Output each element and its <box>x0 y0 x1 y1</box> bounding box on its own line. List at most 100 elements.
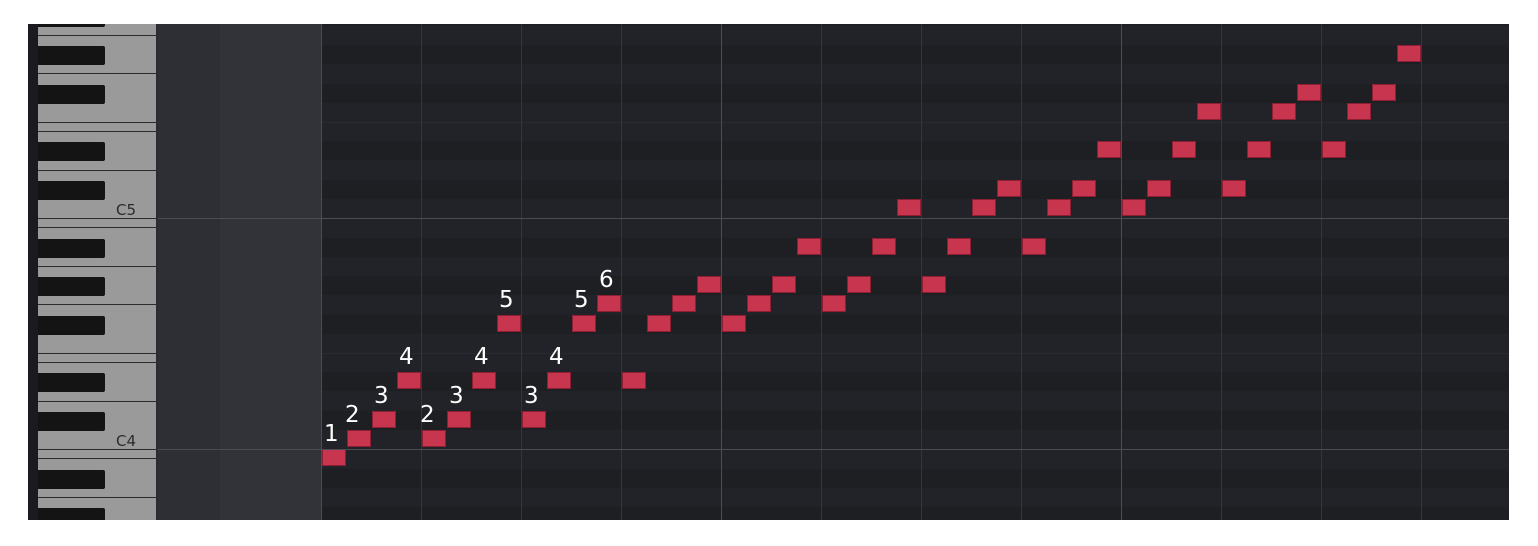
note[interactable] <box>422 430 446 447</box>
note[interactable] <box>497 314 521 332</box>
note[interactable] <box>997 179 1021 197</box>
black-key[interactable] <box>38 277 105 296</box>
note[interactable] <box>447 410 471 428</box>
black-key[interactable] <box>38 315 105 335</box>
black-key[interactable] <box>38 142 105 162</box>
white-key-divider <box>38 458 156 459</box>
note[interactable] <box>822 295 846 313</box>
note[interactable] <box>897 199 921 216</box>
finger-number-label: 1 <box>324 421 339 448</box>
finger-number-label: 4 <box>549 344 564 371</box>
note[interactable] <box>1147 179 1171 197</box>
keyboard-edge <box>28 24 38 520</box>
white-key-divider <box>38 353 156 354</box>
note[interactable] <box>1097 141 1121 159</box>
white-key-divider <box>38 227 156 228</box>
black-key-row <box>321 24 1509 26</box>
note[interactable] <box>672 295 696 313</box>
note[interactable] <box>1372 83 1396 101</box>
black-key-row <box>321 45 1509 64</box>
note[interactable] <box>972 199 996 216</box>
white-key-divider <box>38 362 156 363</box>
beat-line <box>821 24 822 520</box>
black-key[interactable] <box>38 84 105 104</box>
black-key[interactable] <box>38 180 105 200</box>
note[interactable] <box>1297 83 1321 101</box>
c5-key-label: C5 <box>116 201 137 219</box>
note[interactable] <box>572 314 596 332</box>
note[interactable] <box>597 295 621 313</box>
grid-row-line <box>321 352 1509 354</box>
white-key-divider <box>38 170 156 171</box>
note[interactable] <box>797 237 821 255</box>
note[interactable] <box>522 410 546 428</box>
finger-number-label: 5 <box>574 286 589 313</box>
note[interactable] <box>1397 45 1421 62</box>
white-key-divider <box>38 497 156 498</box>
black-key[interactable] <box>38 508 105 520</box>
octave-line <box>158 218 1509 219</box>
note[interactable] <box>922 276 946 293</box>
finger-number-label: 4 <box>474 344 489 371</box>
note[interactable] <box>697 276 721 293</box>
black-key[interactable] <box>38 469 105 489</box>
note[interactable] <box>472 372 496 390</box>
note[interactable] <box>647 314 671 332</box>
beat-line <box>1421 24 1422 520</box>
finger-number-label: 2 <box>420 402 435 428</box>
white-keys[interactable] <box>38 24 156 520</box>
note[interactable] <box>1222 179 1246 197</box>
black-key-row <box>321 83 1509 103</box>
white-key-divider <box>38 218 156 219</box>
note[interactable] <box>372 410 396 428</box>
bar-line <box>1121 24 1122 520</box>
black-key[interactable] <box>38 46 105 65</box>
note[interactable] <box>322 449 346 467</box>
note[interactable] <box>1272 102 1296 120</box>
finger-number-label: 3 <box>374 382 389 409</box>
note[interactable] <box>1247 141 1271 159</box>
note[interactable] <box>772 276 796 293</box>
black-key[interactable] <box>38 238 105 258</box>
note[interactable] <box>347 430 371 447</box>
black-key-row <box>321 410 1509 430</box>
black-key-row <box>321 276 1509 295</box>
white-key-divider <box>38 401 156 402</box>
bar-line <box>321 24 322 520</box>
beat-line <box>921 24 922 520</box>
note[interactable] <box>1072 179 1096 197</box>
piano-keyboard[interactable]: C5 C4 <box>28 24 158 520</box>
black-key[interactable] <box>38 411 105 431</box>
note[interactable] <box>1172 141 1196 159</box>
note[interactable] <box>1322 141 1346 159</box>
note[interactable] <box>547 372 571 390</box>
black-key[interactable] <box>38 24 105 27</box>
black-key[interactable] <box>38 373 105 393</box>
grid-row-line <box>321 121 1509 123</box>
note[interactable] <box>397 372 421 390</box>
note[interactable] <box>847 276 871 293</box>
finger-number-label: 3 <box>449 382 464 409</box>
note[interactable] <box>1347 102 1371 120</box>
note[interactable] <box>622 372 646 390</box>
black-key-row <box>321 141 1509 161</box>
note[interactable] <box>1197 102 1221 120</box>
note[interactable] <box>1022 237 1046 255</box>
pre-roll-region <box>158 24 321 520</box>
finger-number-label: 5 <box>499 286 514 313</box>
note[interactable] <box>947 237 971 255</box>
white-key-divider <box>38 266 156 267</box>
note[interactable] <box>722 314 746 332</box>
white-key-divider <box>38 73 156 74</box>
finger-number-label: 6 <box>599 267 614 294</box>
note[interactable] <box>1122 199 1146 216</box>
white-key-divider <box>38 35 156 36</box>
white-key-divider <box>38 304 156 305</box>
black-key-row <box>321 179 1509 199</box>
beat-line <box>1221 24 1222 520</box>
note[interactable] <box>872 237 896 255</box>
white-key-divider <box>38 131 156 132</box>
note[interactable] <box>1047 199 1071 216</box>
note[interactable] <box>747 295 771 313</box>
